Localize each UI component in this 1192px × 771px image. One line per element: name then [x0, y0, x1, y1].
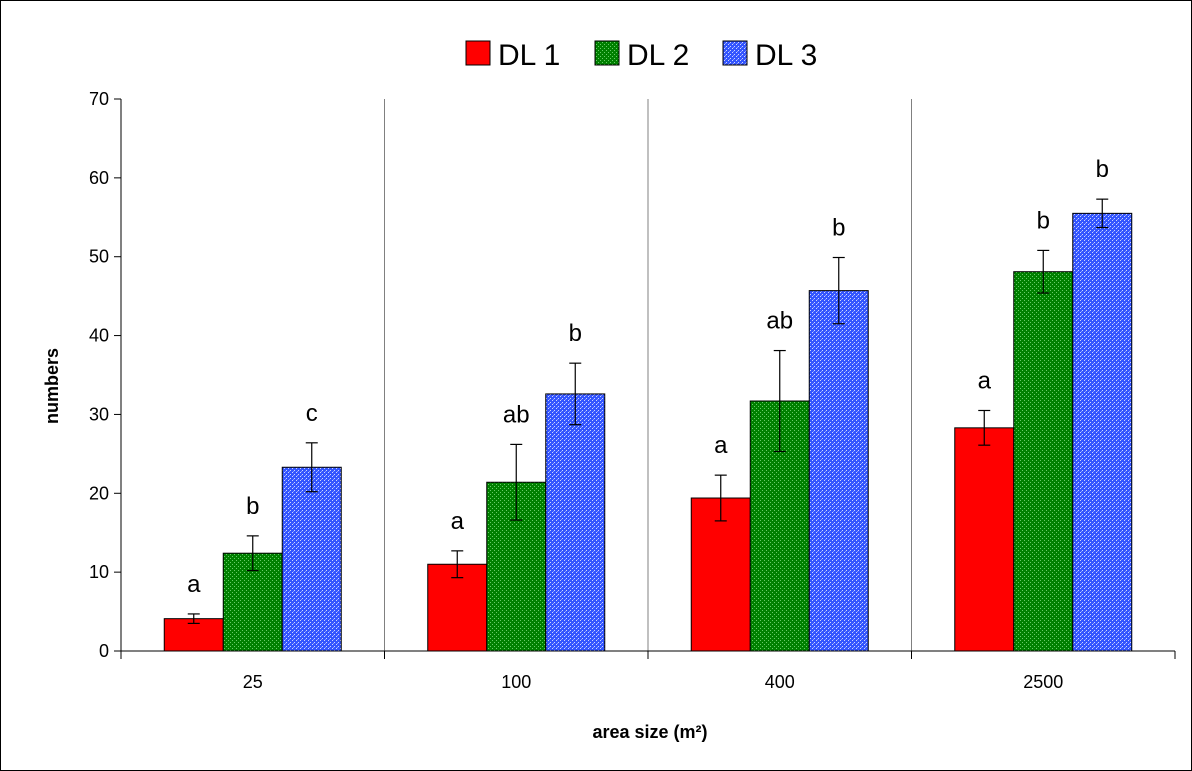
legend-swatch	[465, 40, 491, 66]
significance-letter: ab	[766, 308, 793, 335]
x-axis-ticks: 25 100 400 2500	[243, 672, 1064, 692]
significance-letter: b	[832, 215, 845, 242]
x-tick-label: 100	[501, 672, 531, 692]
y-tick-label: 30	[89, 404, 109, 424]
bar-dl1	[690, 497, 751, 652]
bar-dl3	[1072, 212, 1133, 652]
y-tick-label: 70	[89, 89, 109, 109]
x-tick-label: 25	[243, 672, 263, 692]
y-tick-label: 20	[89, 483, 109, 503]
significance-letter: a	[451, 508, 465, 535]
significance-letter: a	[978, 367, 992, 394]
significance-letter: b	[1037, 207, 1050, 234]
bar-dl1	[954, 427, 1015, 652]
y-tick-label: 0	[99, 641, 109, 661]
significance-letter: a	[714, 432, 728, 459]
y-axis-ticks: 0 10 20 30 40 50 60 70	[89, 89, 121, 661]
y-tick-label: 40	[89, 326, 109, 346]
legend-label: DL 3	[755, 39, 817, 72]
legend-label: DL 1	[498, 39, 560, 72]
x-tick-label: 400	[765, 672, 795, 692]
bar-dl3	[808, 290, 869, 652]
bar-dl2	[1013, 271, 1074, 652]
y-axis-title: numbers	[42, 348, 62, 424]
significance-letter: b	[1096, 156, 1109, 183]
legend-label: DL 2	[627, 39, 689, 72]
significance-letter: c	[306, 400, 318, 427]
y-tick-label: 60	[89, 168, 109, 188]
bar-dl3	[545, 393, 606, 652]
significance-letter: b	[569, 320, 582, 347]
error-bars	[187, 198, 1109, 625]
y-tick-label: 10	[89, 562, 109, 582]
x-axis-title: area size (m²)	[592, 722, 707, 742]
significance-letter: b	[246, 493, 259, 520]
legend-swatch	[722, 40, 748, 66]
significance-letter: ab	[503, 401, 530, 428]
bar-dl3	[281, 466, 342, 652]
y-tick-label: 50	[89, 247, 109, 267]
legend: DL 1 DL 2 DL 3	[465, 39, 817, 72]
significance-letter: a	[187, 571, 201, 598]
bars	[163, 212, 1133, 652]
x-tick-label: 2500	[1023, 672, 1063, 692]
category-separators	[384, 99, 912, 659]
legend-swatch	[594, 40, 620, 66]
